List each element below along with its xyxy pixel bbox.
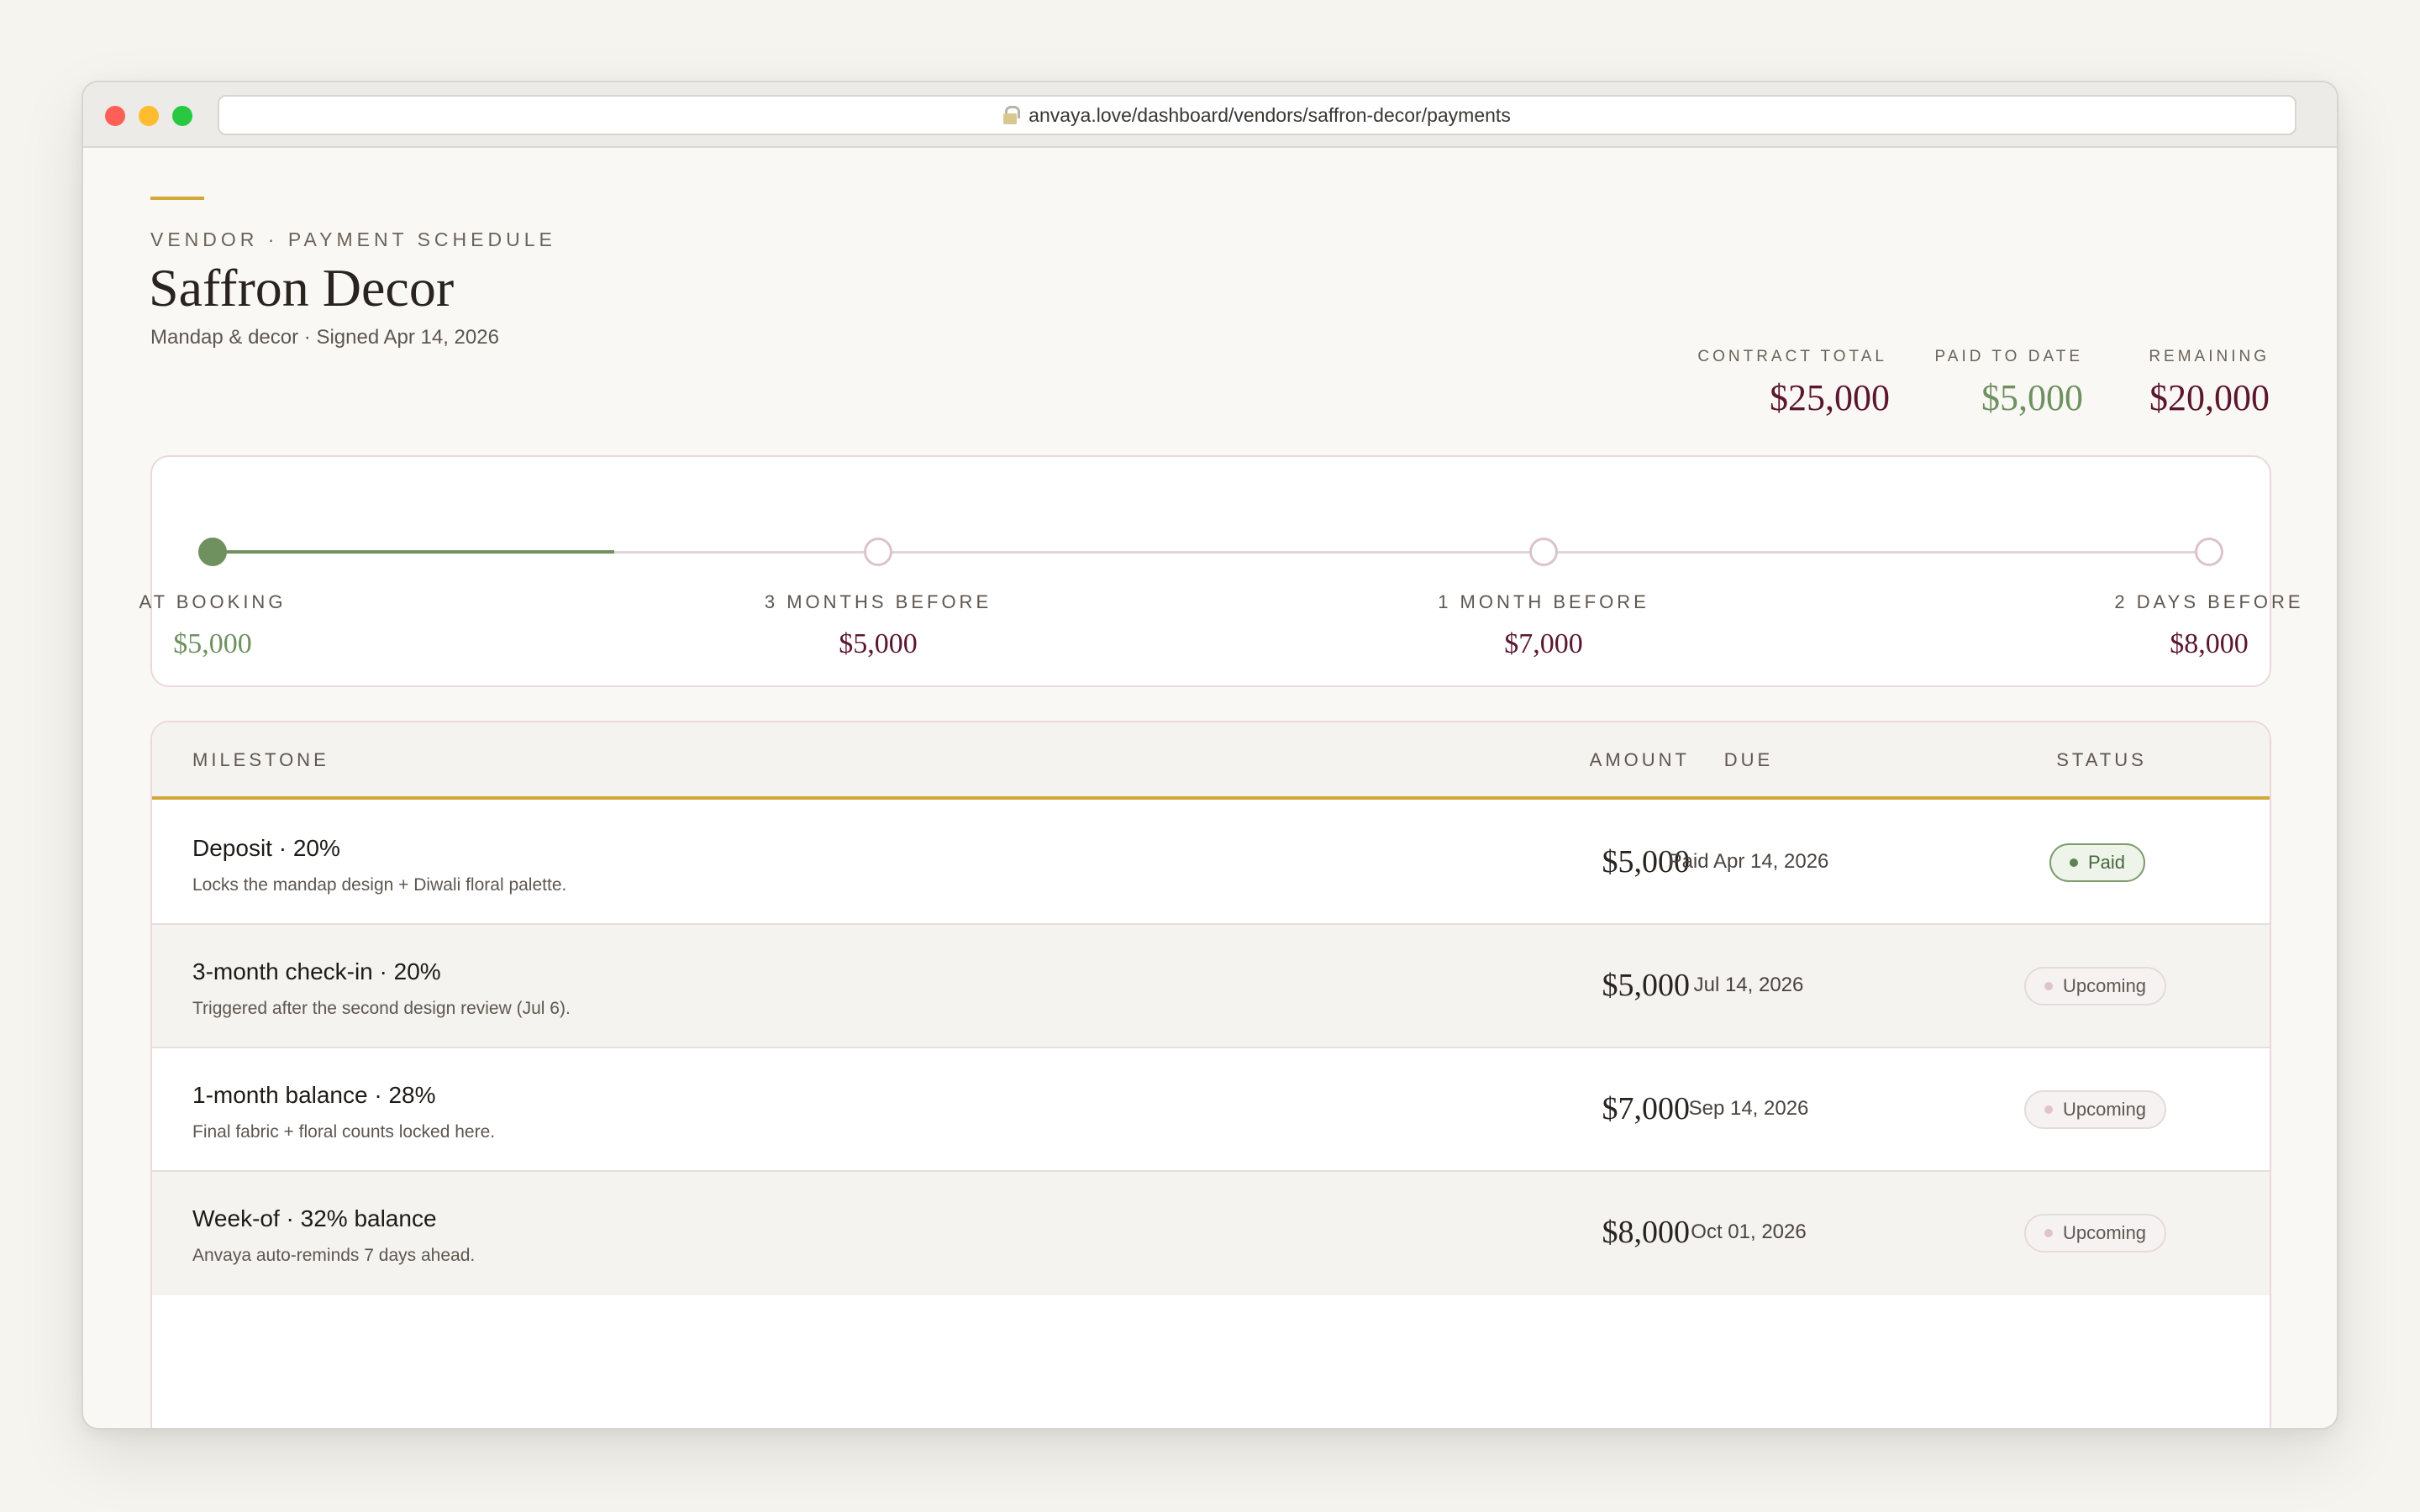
- status-badge: Upcoming: [2024, 967, 2167, 1005]
- page-content: VENDOR · PAYMENT SCHEDULE Saffron Decor …: [83, 150, 2337, 1428]
- milestone-title: Week-of · 32% balance: [192, 1205, 437, 1231]
- status-dot-icon: [2044, 1229, 2053, 1237]
- column-header-milestone: MILESTONE: [192, 749, 329, 770]
- timeline-label: 3 MONTHS BEFORE: [764, 591, 992, 612]
- remaining-label: REMAINING: [2149, 348, 2270, 365]
- browser-window: anvaya.love/dashboard/vendors/saffron-de…: [82, 81, 2338, 1430]
- contract-total-label: CONTRACT TOTAL: [1697, 348, 1887, 365]
- milestone-due-date: Oct 01, 2026: [1691, 1221, 1807, 1243]
- timeline-label: AT BOOKING: [139, 591, 287, 612]
- minimize-window-button[interactable]: [139, 106, 159, 126]
- vendor-subtitle: Mandap & decor · Signed Apr 14, 2026: [150, 326, 499, 349]
- status-dot-icon: [2044, 1105, 2053, 1114]
- table-row[interactable]: 1-month balance · 28% Final fabric + flo…: [152, 1048, 2270, 1172]
- column-header-status: STATUS: [2056, 749, 2147, 770]
- paid-to-date-label: PAID TO DATE: [1934, 348, 2083, 365]
- milestone-description: Final fabric + floral counts locked here…: [192, 1122, 496, 1142]
- milestones-table: MILESTONE AMOUNT DUE STATUS Deposit · 20…: [150, 721, 2271, 1428]
- paid-to-date-value: $5,000: [1981, 377, 2083, 418]
- remaining-value: $20,000: [2149, 377, 2270, 418]
- lock-icon: [1003, 106, 1021, 124]
- status-dot-icon: [2070, 858, 2078, 867]
- timeline-track: [213, 551, 2221, 554]
- timeline-label: 2 DAYS BEFORE: [2114, 591, 2304, 612]
- milestone-amount: $8,000: [1602, 1215, 1691, 1250]
- maximize-window-button[interactable]: [172, 106, 192, 126]
- milestone-due-date: Jul 14, 2026: [1693, 974, 1804, 996]
- status-badge: Upcoming: [2024, 1214, 2167, 1252]
- table-header: MILESTONE AMOUNT DUE STATUS: [152, 722, 2270, 800]
- milestone-title: Deposit · 20%: [192, 835, 340, 861]
- table-row[interactable]: 3-month check-in · 20% Triggered after t…: [152, 925, 2270, 1048]
- milestone-description: Triggered after the second design review…: [192, 999, 571, 1018]
- contract-total-value: $25,000: [1770, 377, 1890, 418]
- milestone-description: Locks the mandap design + Diwali floral …: [192, 875, 567, 895]
- milestone-amount: $5,000: [1602, 844, 1691, 879]
- timeline-node-3-months: [864, 538, 892, 566]
- milestone-amount: $7,000: [1602, 1091, 1691, 1126]
- milestone-title: 3-month check-in · 20%: [192, 958, 441, 984]
- status-badge: Paid: [2049, 843, 2146, 882]
- timeline-node-booking: [198, 538, 227, 566]
- timeline-label: 1 MONTH BEFORE: [1438, 591, 1649, 612]
- milestone-amount: $5,000: [1602, 968, 1691, 1003]
- payment-timeline: AT BOOKING 3 MONTHS BEFORE 1 MONTH BEFOR…: [139, 455, 2301, 687]
- timeline-node-1-month: [1529, 538, 1558, 566]
- address-bar[interactable]: anvaya.love/dashboard/vendors/saffron-de…: [218, 95, 2296, 135]
- table-row[interactable]: Week-of · 32% balance Anvaya auto-remind…: [152, 1172, 2270, 1295]
- accent-divider: [150, 197, 204, 200]
- close-window-button[interactable]: [105, 106, 125, 126]
- status-badge: Upcoming: [2024, 1090, 2167, 1129]
- timeline-amount: $7,000: [1504, 628, 1583, 659]
- timeline-node-2-days: [2195, 538, 2223, 566]
- column-header-amount: AMOUNT: [1589, 749, 1690, 770]
- milestone-title: 1-month balance · 28%: [192, 1082, 436, 1108]
- milestone-description: Anvaya auto-reminds 7 days ahead.: [192, 1246, 476, 1265]
- milestone-due-date: Paid Apr 14, 2026: [1668, 850, 1829, 873]
- status-text: Upcoming: [2063, 975, 2147, 996]
- timeline-amount: $5,000: [839, 628, 918, 659]
- status-text: Upcoming: [2063, 1099, 2147, 1120]
- column-header-due: DUE: [1723, 749, 1774, 770]
- timeline-progress: [213, 550, 614, 554]
- timeline-amount: $5,000: [173, 628, 252, 659]
- browser-titlebar: anvaya.love/dashboard/vendors/saffron-de…: [83, 82, 2337, 148]
- milestone-due-date: Sep 14, 2026: [1688, 1097, 1809, 1120]
- status-dot-icon: [2044, 982, 2053, 990]
- url-text: anvaya.love/dashboard/vendors/saffron-de…: [1028, 103, 1511, 126]
- table-row[interactable]: Deposit · 20% Locks the mandap design + …: [152, 801, 2270, 925]
- status-text: Upcoming: [2063, 1222, 2147, 1243]
- page-eyebrow: VENDOR · PAYMENT SCHEDULE: [150, 228, 556, 250]
- timeline-amount: $8,000: [2170, 628, 2249, 659]
- page-title: Saffron Decor: [149, 258, 455, 318]
- status-text: Paid: [2088, 852, 2126, 873]
